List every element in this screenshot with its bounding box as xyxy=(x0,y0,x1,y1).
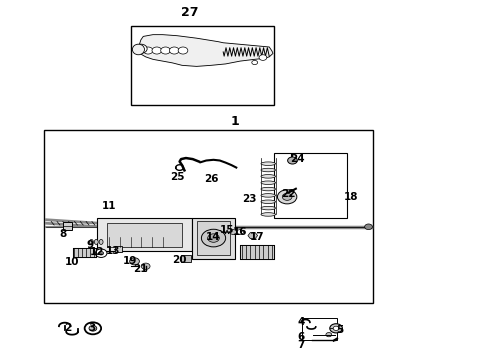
Circle shape xyxy=(330,324,343,333)
Circle shape xyxy=(178,47,188,54)
Circle shape xyxy=(152,47,162,54)
Text: 3: 3 xyxy=(89,323,96,333)
Ellipse shape xyxy=(261,181,275,184)
Text: 2: 2 xyxy=(65,323,72,333)
Text: 16: 16 xyxy=(233,227,247,237)
Bar xyxy=(44,130,373,302)
Circle shape xyxy=(135,44,147,53)
Ellipse shape xyxy=(99,239,103,244)
Circle shape xyxy=(98,252,103,255)
Text: 6: 6 xyxy=(297,332,304,342)
Circle shape xyxy=(201,229,225,247)
Circle shape xyxy=(333,326,339,330)
Text: 26: 26 xyxy=(204,174,219,184)
Text: 21: 21 xyxy=(134,264,148,274)
Circle shape xyxy=(282,193,292,201)
Ellipse shape xyxy=(261,187,275,191)
Text: 10: 10 xyxy=(65,257,79,267)
Text: 25: 25 xyxy=(170,172,184,183)
Text: 4: 4 xyxy=(297,317,304,327)
Circle shape xyxy=(288,157,297,164)
Text: 27: 27 xyxy=(180,6,198,19)
Text: 23: 23 xyxy=(243,194,257,204)
Text: 7: 7 xyxy=(297,340,304,350)
Bar xyxy=(192,218,235,258)
Ellipse shape xyxy=(261,194,275,197)
Circle shape xyxy=(89,325,97,331)
Text: 13: 13 xyxy=(106,247,121,256)
Polygon shape xyxy=(138,35,273,66)
Bar xyxy=(115,246,122,252)
Circle shape xyxy=(277,190,297,204)
Circle shape xyxy=(143,47,153,54)
Text: 15: 15 xyxy=(220,225,234,235)
Bar xyxy=(196,221,230,255)
Bar xyxy=(97,218,192,252)
Circle shape xyxy=(326,333,332,337)
Ellipse shape xyxy=(261,175,275,178)
Text: 14: 14 xyxy=(206,231,221,242)
Circle shape xyxy=(208,234,220,242)
Circle shape xyxy=(365,224,372,230)
Bar xyxy=(181,255,191,262)
Text: 18: 18 xyxy=(343,192,358,202)
Text: 22: 22 xyxy=(281,189,296,199)
Circle shape xyxy=(161,47,171,54)
Bar xyxy=(302,319,337,340)
Text: 9: 9 xyxy=(86,240,94,250)
Text: 24: 24 xyxy=(290,154,305,164)
Ellipse shape xyxy=(261,213,275,216)
Ellipse shape xyxy=(261,162,275,166)
Ellipse shape xyxy=(261,200,275,203)
Ellipse shape xyxy=(95,239,98,244)
Circle shape xyxy=(230,230,237,235)
Circle shape xyxy=(237,230,244,235)
Text: 11: 11 xyxy=(102,201,117,211)
Ellipse shape xyxy=(90,239,94,244)
Bar xyxy=(274,153,347,218)
Text: 12: 12 xyxy=(90,247,104,257)
Ellipse shape xyxy=(261,168,275,172)
Text: 1: 1 xyxy=(231,115,240,128)
Text: 19: 19 xyxy=(123,256,137,266)
Text: 17: 17 xyxy=(250,232,265,242)
Circle shape xyxy=(85,322,101,334)
Circle shape xyxy=(96,249,107,257)
Ellipse shape xyxy=(261,206,275,210)
Bar xyxy=(107,222,182,247)
Circle shape xyxy=(170,47,179,54)
Ellipse shape xyxy=(132,44,145,55)
Text: 8: 8 xyxy=(60,229,67,239)
Circle shape xyxy=(141,263,150,269)
Circle shape xyxy=(259,55,267,60)
Text: 5: 5 xyxy=(336,325,343,336)
Circle shape xyxy=(252,60,258,65)
Polygon shape xyxy=(248,233,258,239)
Bar xyxy=(63,222,72,230)
Circle shape xyxy=(130,258,139,265)
Bar xyxy=(131,26,274,105)
Text: 20: 20 xyxy=(172,255,187,265)
